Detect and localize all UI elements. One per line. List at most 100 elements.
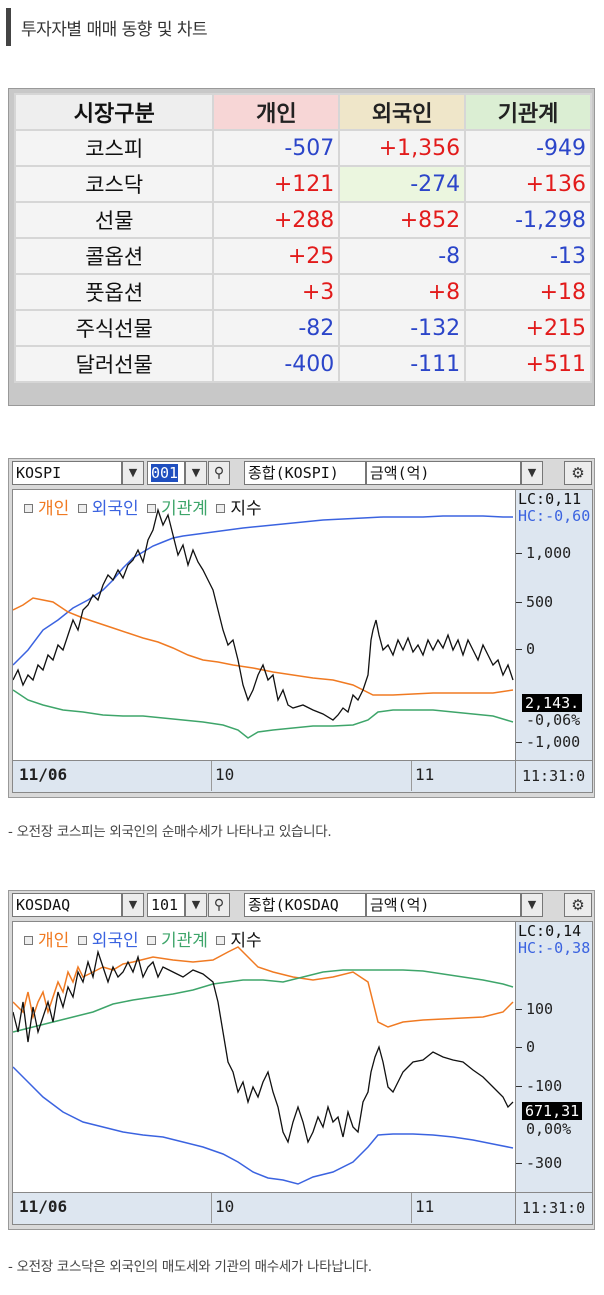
index-name-field: 종합(KOSDAQ: [244, 893, 366, 917]
search-icon[interactable]: ⚲: [208, 461, 230, 485]
y-tick-label: -100: [515, 1077, 563, 1095]
hc-label: HC:-0,60: [518, 507, 591, 525]
y-axis: LC:0,11 HC:-0,60 1,000 500 0 2,143. -0,0…: [515, 489, 593, 761]
chart-plot-area: 개인 외국인 기관계 지수: [12, 489, 516, 761]
time-label: 11:31:0: [516, 761, 593, 793]
row-market-label: 선물: [13, 201, 215, 239]
x-axis-date-label: 11/06: [19, 765, 68, 784]
row-market-label: 콜옵션: [13, 237, 215, 275]
x-axis-tick: [411, 761, 412, 791]
change-percent: -0,06%: [526, 711, 581, 729]
row-market-label: 달러선물: [13, 345, 215, 383]
x-axis-label: 10: [215, 765, 235, 784]
time-label: 11:31:0: [516, 1193, 593, 1225]
row-market-label: 풋옵션: [13, 273, 215, 311]
gear-icon[interactable]: ⚙: [564, 893, 592, 917]
table-row: 달러선물 -400 -111 +511: [13, 345, 592, 383]
cell-individual: -82: [212, 309, 341, 347]
code-dropdown-button[interactable]: ▼: [185, 461, 207, 485]
y-tick-label: 500: [515, 593, 554, 611]
column-header-foreign: 외국인: [338, 93, 467, 131]
unit-dropdown-button[interactable]: ▼: [521, 893, 543, 917]
cell-individual: +3: [212, 273, 341, 311]
series-foreign: [13, 1066, 514, 1185]
row-market-label: 주식선물: [13, 309, 215, 347]
cell-foreign: +852: [338, 201, 467, 239]
legend-foreign: 외국인: [91, 931, 139, 951]
series-index: [13, 507, 514, 721]
table-row: 콜옵션 +25 -8 -13: [13, 237, 592, 275]
cell-institution: +18: [464, 273, 592, 311]
lc-label: LC:0,11: [518, 490, 582, 508]
cell-individual: -507: [212, 129, 341, 167]
market-select[interactable]: KOSPI: [12, 461, 122, 485]
cell-individual: -400: [212, 345, 341, 383]
series-institution: [13, 689, 514, 739]
unit-select[interactable]: 금액(억): [366, 893, 521, 917]
x-axis: 11/06 10 11: [12, 761, 516, 793]
chart-plot-area: 개인 외국인 기관계 지수: [12, 921, 516, 1193]
series-foreign: [13, 515, 513, 666]
legend-foreign: 외국인: [91, 499, 139, 519]
code-input-value: 001: [151, 464, 179, 482]
market-dropdown-button[interactable]: ▼: [122, 893, 144, 917]
legend-individual: 개인: [38, 499, 70, 519]
page-title: 투자자별 매매 동향 및 차트: [21, 19, 208, 40]
table-header-row: 시장구분 개인 외국인 기관계: [13, 93, 592, 131]
code-input[interactable]: 101: [147, 893, 185, 917]
cell-individual: +288: [212, 201, 341, 239]
lc-label: LC:0,14: [518, 922, 582, 940]
cell-institution: +215: [464, 309, 592, 347]
y-tick-label: 100: [515, 1000, 554, 1018]
kosdaq-chart-lines: [13, 946, 514, 1185]
index-name-field: 종합(KOSPI): [244, 461, 366, 485]
current-index-value: 671,31: [522, 1102, 583, 1120]
y-tick-label: 0: [515, 640, 536, 658]
chart-legend: 개인 외국인 기관계 지수: [21, 926, 262, 951]
y-tick-label: -300: [515, 1154, 563, 1172]
header-accent-bar: [6, 8, 11, 46]
cell-foreign: +8: [338, 273, 467, 311]
kosdaq-chart-panel: KOSDAQ ▼ 101 ▼ ⚲ 종합(KOSDAQ 금액(억) ▼ ⚙ 개인 …: [8, 890, 595, 1230]
x-axis-label: 11: [415, 765, 435, 784]
cell-institution: +136: [464, 165, 592, 203]
cell-institution: -949: [464, 129, 592, 167]
x-axis-date-label: 11/06: [19, 1197, 68, 1216]
series-index: [13, 949, 514, 1144]
code-dropdown-button[interactable]: ▼: [185, 893, 207, 917]
legend-institution: 기관계: [161, 499, 208, 519]
table-row: 코스닥 +121 -274 +136: [13, 165, 592, 203]
x-axis: 11/06 10 11: [12, 1193, 516, 1225]
kospi-caption: - 오전장 코스피는 외국인의 순매수세가 나타나고 있습니다.: [8, 824, 332, 840]
y-tick-label: -1,000: [515, 733, 581, 751]
market-dropdown-button[interactable]: ▼: [122, 461, 144, 485]
cell-institution: -13: [464, 237, 592, 275]
kospi-chart-panel: KOSPI ▼ 001 ▼ ⚲ 종합(KOSPI) 금액(억) ▼ ⚙ 개인 외…: [8, 458, 595, 798]
gear-icon[interactable]: ⚙: [564, 461, 592, 485]
kosdaq-caption: - 오전장 코스닥은 외국인의 매도세와 기관의 매수세가 나타납니다.: [8, 1259, 372, 1275]
unit-select[interactable]: 금액(억): [366, 461, 521, 485]
x-axis-label: 10: [215, 1197, 235, 1216]
change-percent: 0,00%: [526, 1120, 572, 1138]
x-axis-tick: [211, 1193, 212, 1223]
cell-foreign: -132: [338, 309, 467, 347]
cell-foreign: -274: [338, 165, 467, 203]
row-market-label: 코스닥: [13, 165, 215, 203]
cell-foreign: +1,356: [338, 129, 467, 167]
market-select[interactable]: KOSDAQ: [12, 893, 122, 917]
legend-individual: 개인: [38, 931, 70, 951]
search-icon[interactable]: ⚲: [208, 893, 230, 917]
chart-legend: 개인 외국인 기관계 지수: [21, 494, 262, 519]
x-axis-tick: [211, 761, 212, 791]
y-axis: LC:0,14 HC:-0,38 100 0 -100 671,31 0,00%…: [515, 921, 593, 1193]
table-row: 코스피 -507 +1,356 -949: [13, 129, 592, 167]
unit-dropdown-button[interactable]: ▼: [521, 461, 543, 485]
kospi-chart-lines: [13, 507, 514, 739]
series-individual: [13, 597, 514, 696]
code-input[interactable]: 001: [147, 461, 185, 485]
cell-institution: +511: [464, 345, 592, 383]
y-tick-label: 0: [515, 1038, 536, 1056]
investor-flow-table: 시장구분 개인 외국인 기관계 코스피 -507 +1,356 -949 코스닥…: [13, 93, 592, 383]
current-index-value: 2,143.: [522, 694, 583, 712]
cell-foreign: -8: [338, 237, 467, 275]
